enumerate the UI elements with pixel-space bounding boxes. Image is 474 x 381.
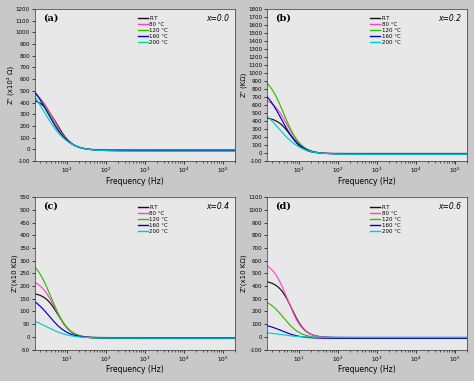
Y-axis label: Z' (x10² Ω): Z' (x10² Ω) bbox=[7, 66, 14, 104]
Legend: R.T, 80 °C, 120 °C, 160 °C, 200 °C: R.T, 80 °C, 120 °C, 160 °C, 200 °C bbox=[370, 16, 400, 45]
Text: (d): (d) bbox=[275, 202, 291, 211]
Text: (a): (a) bbox=[43, 13, 58, 22]
Y-axis label: Z' (KΩ): Z' (KΩ) bbox=[240, 73, 247, 97]
X-axis label: Frequency (Hz): Frequency (Hz) bbox=[106, 177, 164, 186]
Legend: R.T, 80 °C, 120 °C, 160 °C, 200 °C: R.T, 80 °C, 120 °C, 160 °C, 200 °C bbox=[137, 16, 168, 45]
Text: (b): (b) bbox=[275, 13, 291, 22]
Text: x=0.0: x=0.0 bbox=[206, 13, 229, 22]
X-axis label: Frequency (Hz): Frequency (Hz) bbox=[106, 365, 164, 374]
Text: x=0.6: x=0.6 bbox=[438, 202, 461, 211]
X-axis label: Frequency (Hz): Frequency (Hz) bbox=[338, 365, 396, 374]
Y-axis label: Z'(x10 KΩ): Z'(x10 KΩ) bbox=[240, 255, 247, 292]
Text: x=0.4: x=0.4 bbox=[206, 202, 229, 211]
Legend: R.T, 80 °C, 120 °C, 160 °C, 200 °C: R.T, 80 °C, 120 °C, 160 °C, 200 °C bbox=[370, 205, 400, 234]
Text: (c): (c) bbox=[43, 202, 57, 211]
Text: x=0.2: x=0.2 bbox=[438, 13, 461, 22]
X-axis label: Frequency (Hz): Frequency (Hz) bbox=[338, 177, 396, 186]
Y-axis label: Z'(x10 KΩ): Z'(x10 KΩ) bbox=[11, 255, 18, 292]
Legend: R.T, 80 °C, 120 °C, 160 °C, 200 °C: R.T, 80 °C, 120 °C, 160 °C, 200 °C bbox=[137, 205, 168, 234]
